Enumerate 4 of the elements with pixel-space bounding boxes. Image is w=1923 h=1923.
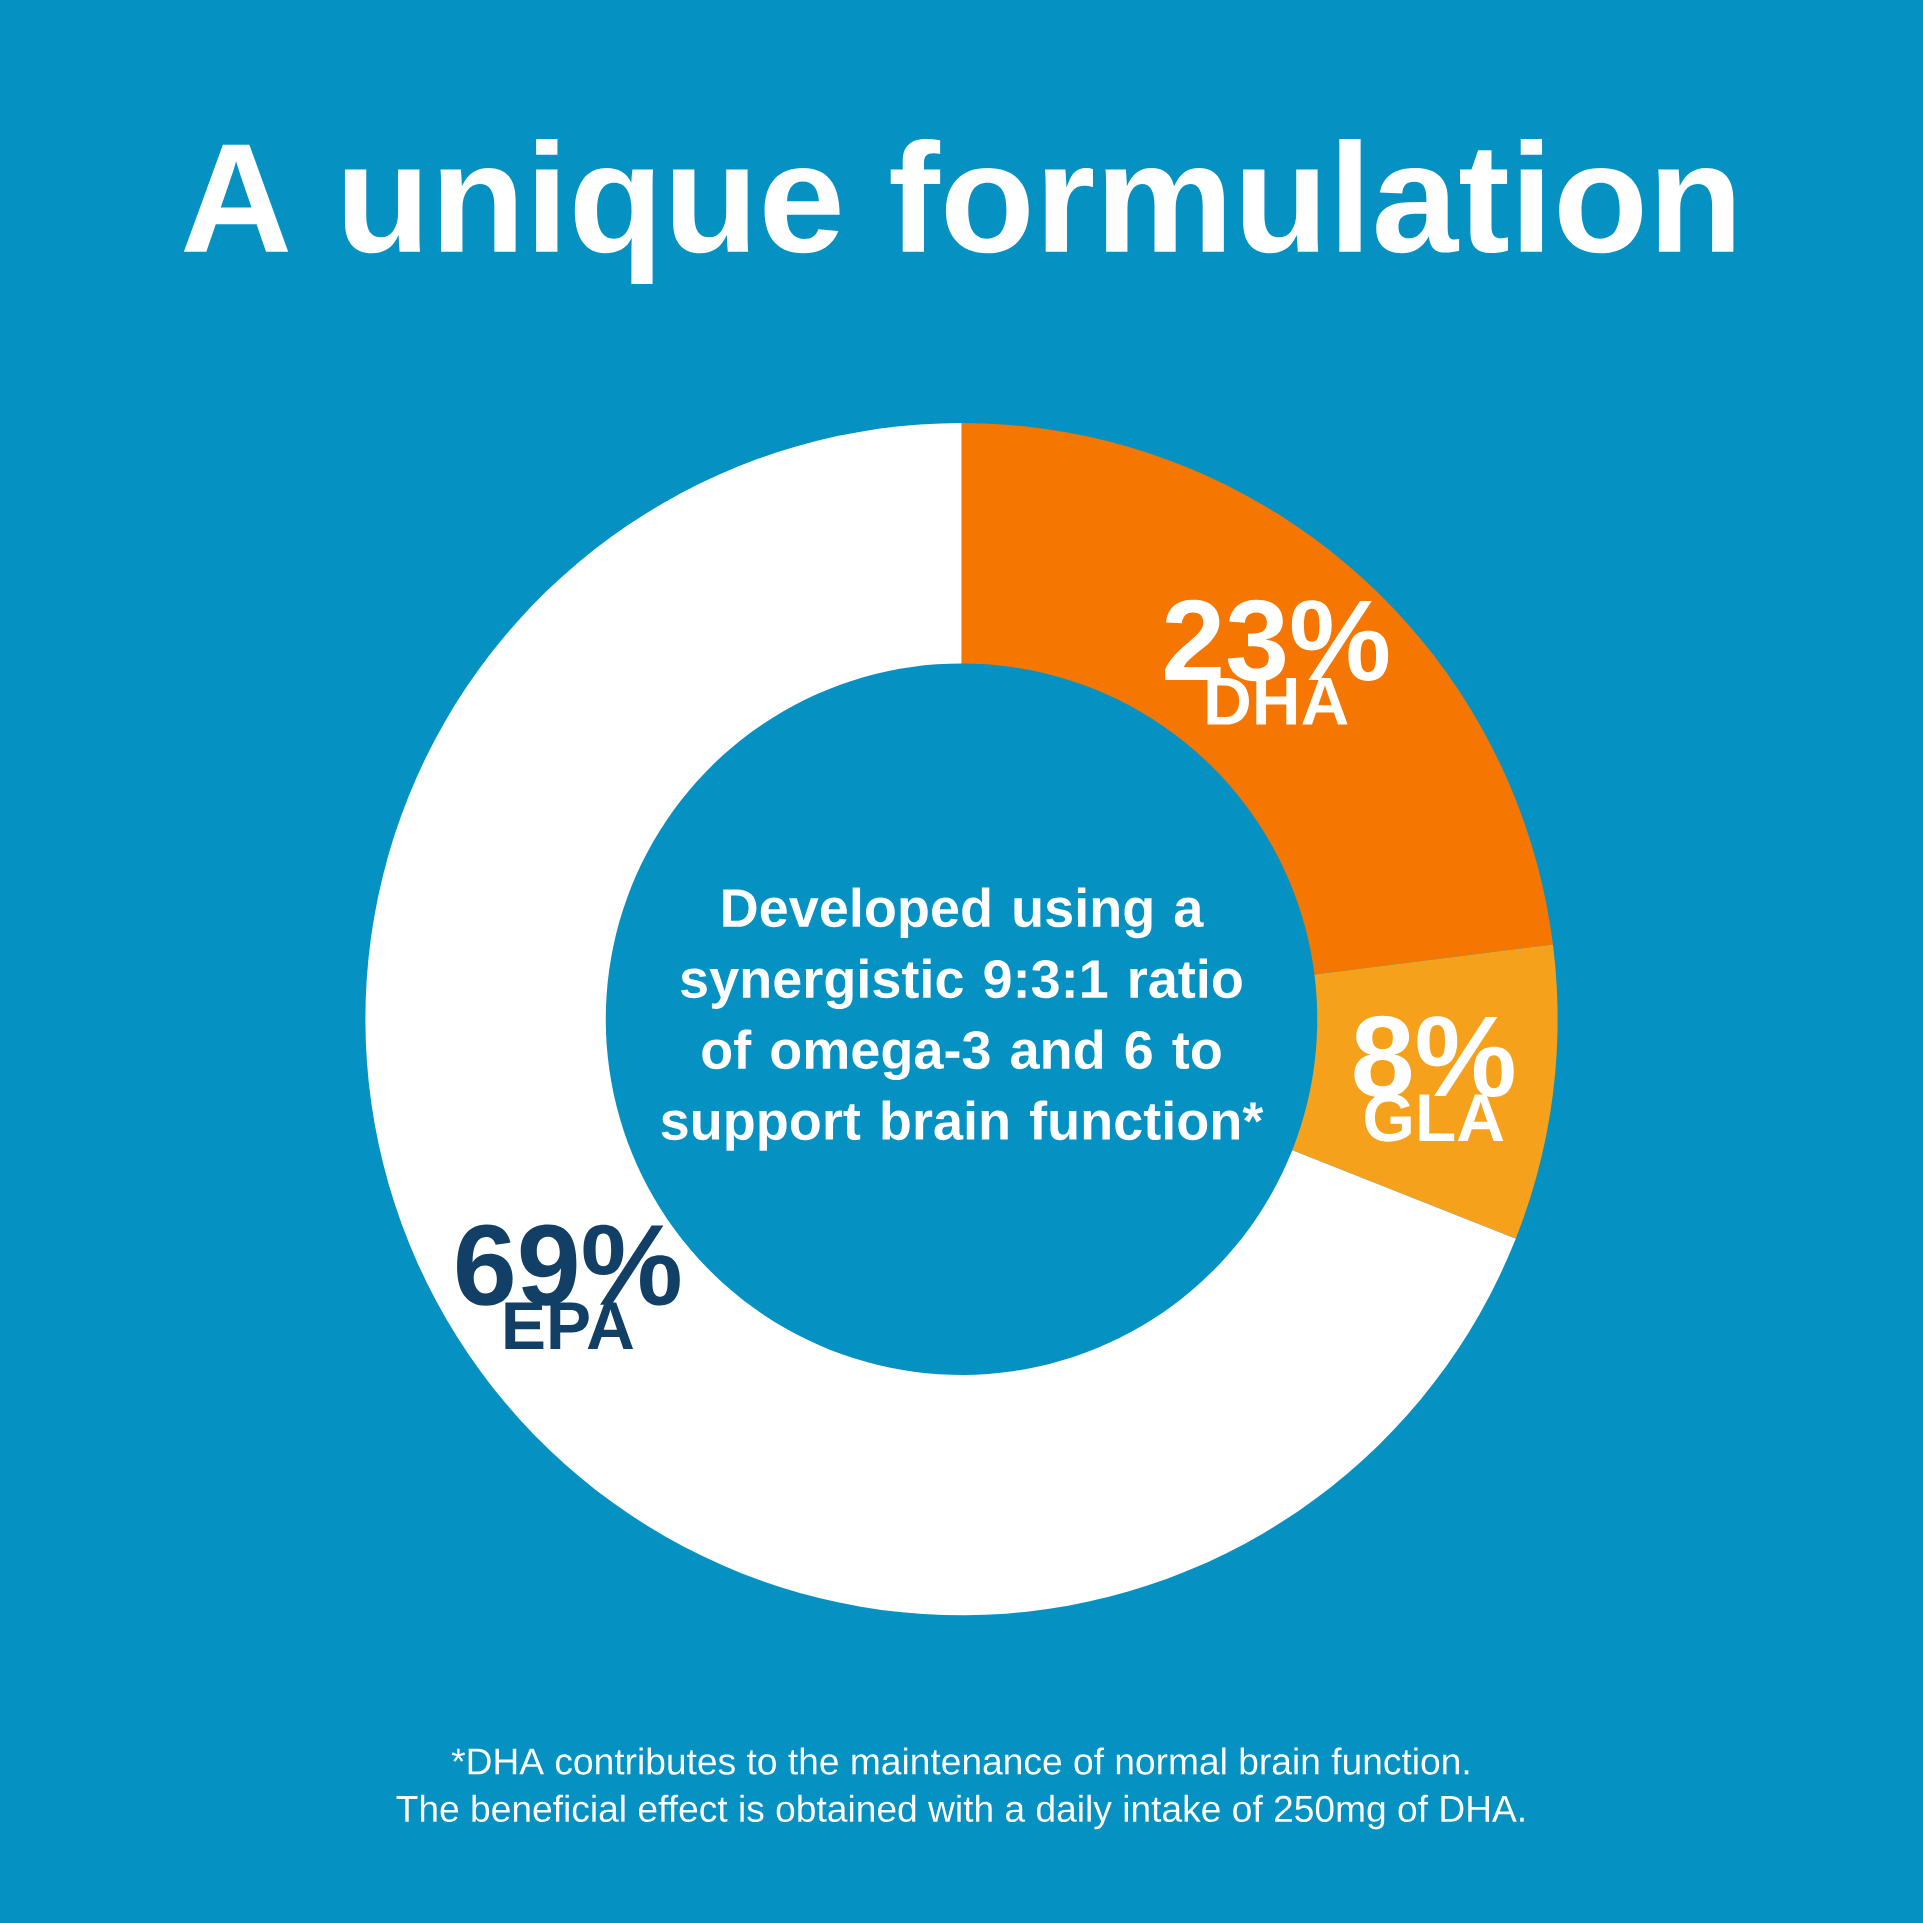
text: Developed using a synergistic 9:3:1 ratio of omega-3 and 6 to support brain function* <box>661 887 1264 1151</box>
text: The beneficial effect is obtained with a daily intake of 250mg of DHA. <box>396 1794 1524 1830</box>
text: *DHA contributes to the maintenance of normal brain function. <box>451 1747 1469 1775</box>
chart-title: A unique formulation <box>183 139 1734 284</box>
